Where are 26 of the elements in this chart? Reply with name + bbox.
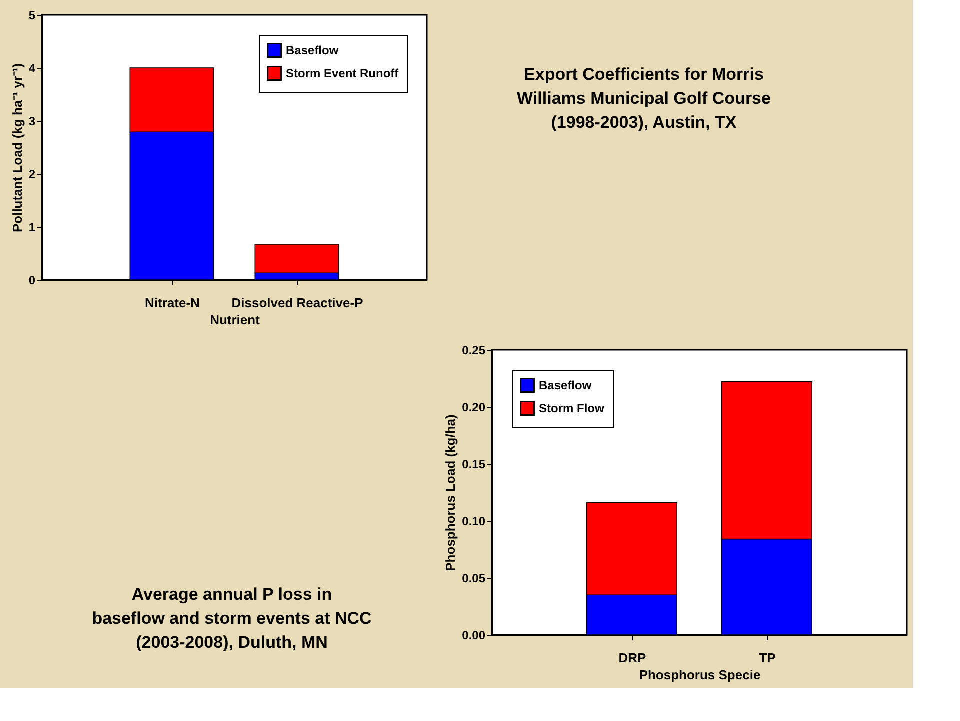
y-axis-title: Pollutant Load (kg ha⁻¹ yr⁻¹) [10,63,25,233]
y-tick-label: 0.20 [462,400,486,414]
x-tick-label: Dissolved Reactive-P [232,296,364,310]
y-tick-label: 0.05 [462,572,486,586]
legend-label: Storm Event Runoff [286,66,400,80]
y-tick-label: 5 [28,8,36,22]
text: Export Coefficients for Morris Williams Municipal Golf Course (1998-2003), Austin, TX [517,65,771,132]
y-tick-label: 3 [28,114,36,128]
x-tick-label: Nitrate-N [145,296,200,310]
y-tick-label: 0.10 [462,514,486,528]
y-tick-label: 2 [28,168,36,182]
text: Average annual P loss in baseflow and storm events at NCC (2003-2008), Duluth, MN [92,585,372,652]
legend-label: Baseflow [539,378,592,392]
x-tick-label: DRP [618,650,647,666]
y-tick-label: 1 [28,220,36,234]
y-tick-label: 4 [28,62,36,76]
y-tick-label: 0 [28,274,36,288]
legend-label: Storm Flow [539,402,605,416]
y-tick-label: 0.00 [462,628,486,642]
x-axis-title: Nutrient [210,312,261,328]
x-tick-label: TP [759,650,776,666]
y-axis-title: Phosphorus Load (kg/ha) [443,414,458,572]
x-axis-title: Phosphorus Specie [639,668,761,682]
y-tick-label: 0.15 [462,458,486,472]
legend-label: Baseflow [286,44,340,58]
y-tick-label: 0.25 [462,344,486,358]
